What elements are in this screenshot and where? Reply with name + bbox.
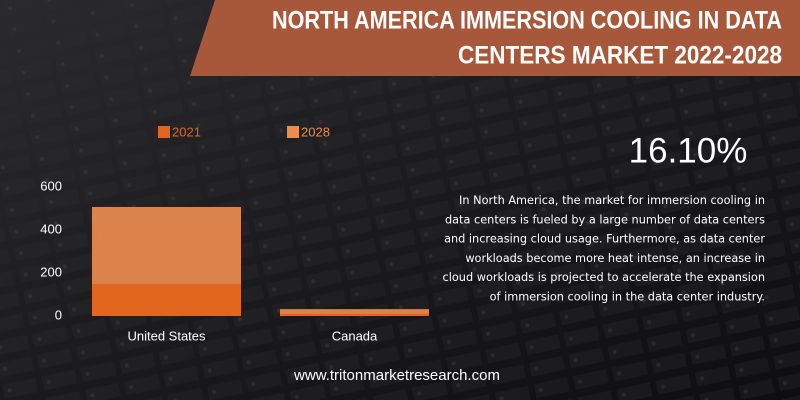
x-tick-label: United States [127,328,206,343]
highlight-value: 16.10% [629,131,748,170]
bar [280,309,429,316]
bar [92,283,241,316]
legend-swatch [158,126,170,138]
description-line: cloud workloads is projected to accelera… [443,271,765,284]
y-tick-label: 600 [40,178,62,193]
y-tick-label: 400 [40,221,62,236]
title-line: CENTERS MARKET 2022-2028 [458,42,782,70]
description-line: workloads become more heat intense, an i… [465,252,765,265]
description-line: data centers is fueled by a large number… [445,213,765,226]
x-tick-label: Canada [332,328,378,343]
y-tick-label: 200 [40,264,62,279]
description-line: and increasing cloud usage. Furthermore,… [444,233,765,246]
legend-label: 2028 [301,124,330,139]
bar [280,313,429,316]
website: www.tritonmarketresearch.com [293,367,500,384]
title-banner [190,0,800,76]
title-line: NORTH AMERICA IMMERSION COOLING IN DATA [272,7,782,35]
legend-label: 2021 [172,124,201,139]
description-line: of immersion cooling in the data center … [490,291,765,304]
y-tick-label: 0 [55,307,62,322]
legend-swatch [287,126,299,138]
description-line: In North America, the market for immersi… [459,194,765,207]
